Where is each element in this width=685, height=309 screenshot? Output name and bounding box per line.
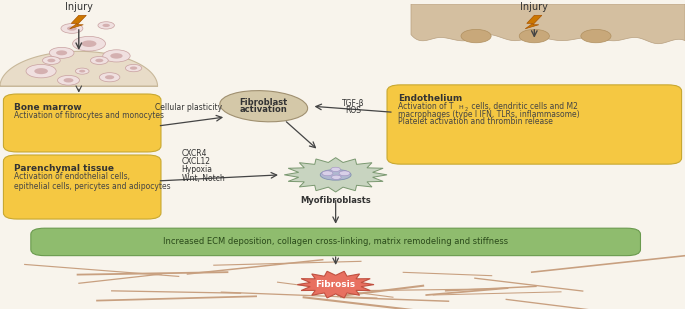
Circle shape — [95, 59, 103, 62]
Circle shape — [125, 65, 142, 72]
Text: Injury: Injury — [65, 2, 92, 12]
Polygon shape — [525, 15, 542, 29]
Circle shape — [26, 65, 56, 78]
Circle shape — [64, 78, 73, 83]
Circle shape — [322, 171, 333, 176]
Circle shape — [130, 66, 137, 70]
Circle shape — [82, 40, 97, 47]
Circle shape — [79, 70, 86, 73]
FancyBboxPatch shape — [387, 85, 682, 164]
Circle shape — [75, 68, 89, 74]
Text: Platelet activation and thrombin release: Platelet activation and thrombin release — [398, 117, 553, 126]
Text: Increased ECM deposition, collagen cross-linking, matrix remodeling and stiffnes: Increased ECM deposition, collagen cross… — [163, 237, 508, 246]
Circle shape — [331, 167, 340, 171]
Circle shape — [98, 22, 114, 29]
Circle shape — [103, 50, 130, 62]
Polygon shape — [411, 4, 685, 44]
Circle shape — [461, 29, 491, 43]
Text: Bone marrow: Bone marrow — [14, 103, 82, 112]
Circle shape — [339, 171, 350, 176]
FancyBboxPatch shape — [3, 155, 161, 219]
Circle shape — [581, 29, 611, 43]
Polygon shape — [297, 271, 374, 298]
Circle shape — [61, 23, 83, 33]
Circle shape — [519, 29, 549, 43]
Circle shape — [90, 57, 108, 65]
Text: macrophages (type I IFN, TLRs, inflammasome): macrophages (type I IFN, TLRs, inflammas… — [398, 110, 580, 119]
Text: activation: activation — [240, 105, 288, 114]
Text: Activation of fibrocytes and monocytes: Activation of fibrocytes and monocytes — [14, 111, 164, 120]
Ellipse shape — [320, 169, 351, 180]
Text: Myofibroblasts: Myofibroblasts — [300, 196, 371, 205]
Text: Fibroblast: Fibroblast — [240, 98, 288, 107]
Text: H: H — [458, 105, 463, 110]
Circle shape — [332, 175, 341, 180]
Circle shape — [99, 73, 120, 82]
Circle shape — [67, 26, 77, 31]
Text: Hypoxia: Hypoxia — [182, 165, 212, 174]
FancyBboxPatch shape — [3, 94, 161, 152]
Circle shape — [49, 47, 74, 58]
Text: Parenchymal tissue: Parenchymal tissue — [14, 164, 114, 173]
Text: Cellular plasticity: Cellular plasticity — [155, 103, 222, 112]
Text: Activation of endothelial cells,
epithelial cells, pericytes and adipocytes: Activation of endothelial cells, epithel… — [14, 172, 171, 191]
Circle shape — [110, 53, 123, 59]
Text: Endothelium: Endothelium — [398, 94, 462, 103]
Polygon shape — [70, 15, 86, 29]
Circle shape — [73, 36, 105, 51]
Text: Fibrosis: Fibrosis — [316, 280, 356, 289]
Text: Injury: Injury — [521, 2, 548, 12]
Circle shape — [105, 75, 114, 79]
Text: cells, dendritic cells and M2: cells, dendritic cells and M2 — [469, 102, 578, 111]
Text: ROS: ROS — [345, 106, 361, 115]
Text: TGF-β: TGF-β — [342, 99, 364, 108]
Text: 2: 2 — [464, 107, 468, 112]
Polygon shape — [284, 158, 387, 192]
Circle shape — [34, 68, 48, 74]
Text: CXCL12: CXCL12 — [182, 157, 210, 166]
Polygon shape — [0, 51, 158, 87]
Text: CXCR4: CXCR4 — [182, 149, 207, 158]
Circle shape — [103, 24, 110, 27]
Text: Activation of T: Activation of T — [398, 102, 453, 111]
Circle shape — [58, 75, 79, 85]
Circle shape — [42, 57, 60, 65]
Circle shape — [56, 50, 67, 55]
Ellipse shape — [220, 91, 308, 122]
Text: Wnt, Notch: Wnt, Notch — [182, 174, 224, 183]
FancyBboxPatch shape — [31, 228, 640, 256]
Circle shape — [47, 59, 55, 62]
